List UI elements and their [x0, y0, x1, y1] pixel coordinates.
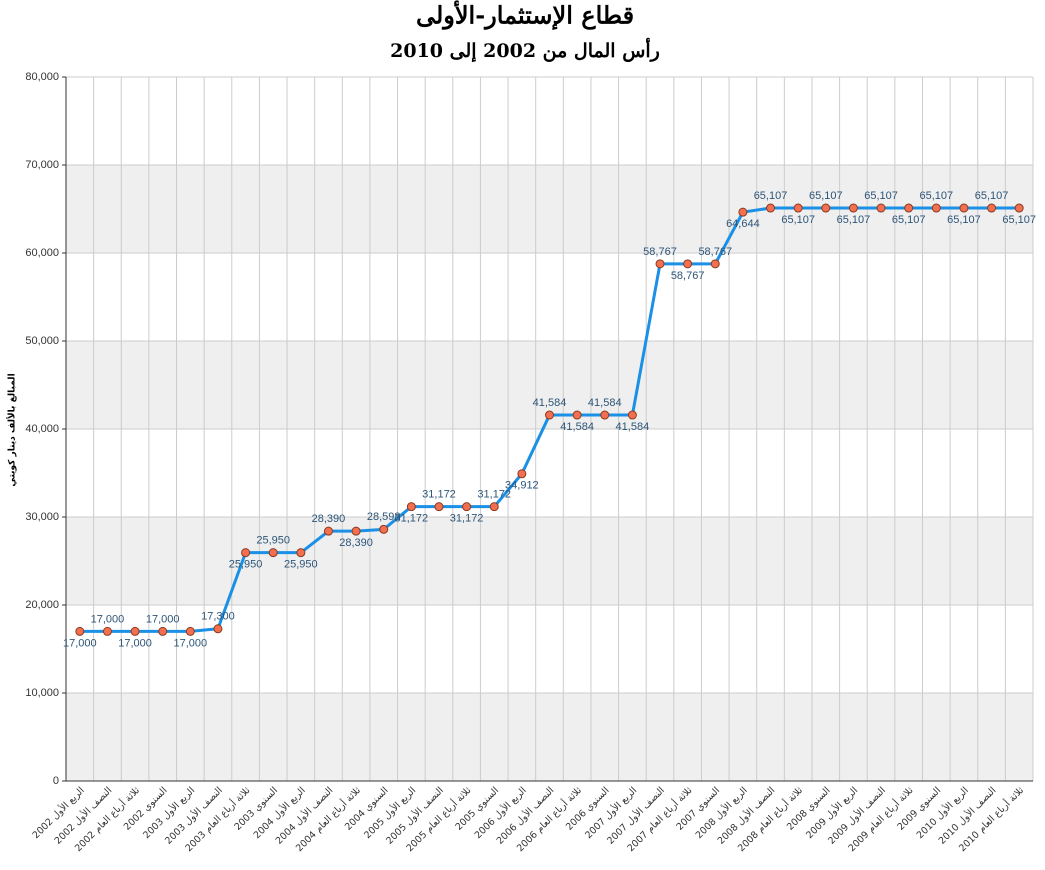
grid-band [66, 693, 1033, 781]
data-point [821, 203, 831, 213]
value-label: 28,390 [339, 537, 373, 549]
value-label: 65,107 [947, 214, 981, 226]
data-point [406, 502, 416, 512]
y-tick-label: 30,000 [25, 511, 59, 523]
y-axis-label: المبالغ بالألف دينار كويتي [6, 373, 18, 486]
value-label: 41,584 [616, 421, 650, 433]
chart-subtitle: رأس المال من 2002 إلى 2010 [390, 37, 660, 63]
y-tick-label: 60,000 [25, 247, 59, 259]
data-point [241, 548, 251, 558]
data-point [987, 203, 997, 213]
data-point [102, 626, 112, 636]
data-point [158, 626, 168, 636]
value-label: 31,172 [477, 489, 511, 501]
data-point [627, 410, 637, 420]
value-label: 65,107 [919, 190, 953, 202]
value-label: 31,172 [450, 513, 484, 525]
y-tick-label: 10,000 [25, 687, 59, 699]
data-point [876, 203, 886, 213]
value-label: 65,107 [837, 214, 871, 226]
data-point [710, 259, 720, 269]
value-label: 28,390 [312, 513, 346, 525]
value-label: 17,000 [91, 613, 125, 625]
data-point [848, 203, 858, 213]
value-label: 58,767 [643, 246, 677, 258]
value-label: 64,644 [726, 218, 760, 230]
data-point [904, 203, 914, 213]
data-point [600, 410, 610, 420]
y-tick-label: 40,000 [25, 423, 59, 435]
value-label: 25,950 [284, 559, 318, 571]
chart-title: قطاع الإستثمار-الأولى [416, 0, 634, 31]
data-point [185, 626, 195, 636]
data-point [379, 524, 389, 534]
value-label: 58,767 [671, 270, 705, 282]
data-point [766, 203, 776, 213]
value-label: 65,107 [975, 190, 1009, 202]
data-point [572, 410, 582, 420]
data-point [931, 203, 941, 213]
y-tick-label: 20,000 [25, 599, 59, 611]
data-point [323, 526, 333, 536]
value-label: 34,912 [505, 480, 539, 492]
data-point [489, 502, 499, 512]
value-label: 31,172 [422, 489, 456, 501]
data-point [351, 526, 361, 536]
y-tick-label: 0 [53, 775, 59, 787]
data-point [655, 259, 665, 269]
data-point [75, 626, 85, 636]
data-point [296, 548, 306, 558]
value-label: 58,767 [698, 246, 732, 258]
y-tick-label: 70,000 [25, 159, 59, 171]
data-point [213, 624, 223, 634]
value-label: 65,107 [754, 190, 788, 202]
value-label: 17,300 [201, 611, 235, 623]
y-tick-label: 50,000 [25, 335, 59, 347]
value-label: 65,107 [781, 214, 815, 226]
data-point [738, 207, 748, 217]
data-point [959, 203, 969, 213]
value-label: 41,584 [533, 397, 567, 409]
value-label: 31,172 [395, 513, 429, 525]
value-label: 17,000 [146, 613, 180, 625]
data-point [517, 469, 527, 479]
value-label: 28,598 [367, 511, 401, 523]
y-tick-label: 80,000 [25, 71, 59, 83]
value-label: 65,107 [1002, 214, 1036, 226]
value-label: 25,950 [256, 535, 290, 547]
data-point [683, 259, 693, 269]
data-point [545, 410, 554, 420]
data-point [268, 548, 278, 558]
data-point [434, 502, 444, 512]
value-label: 25,950 [229, 559, 263, 571]
value-label: 65,107 [809, 190, 843, 202]
value-label: 17,000 [118, 637, 152, 649]
data-point [130, 626, 140, 636]
data-point [462, 502, 472, 512]
grid-band [66, 517, 1033, 605]
value-label: 65,107 [892, 214, 926, 226]
value-label: 41,584 [560, 421, 594, 433]
value-label: 17,000 [63, 637, 97, 649]
data-point [793, 203, 803, 213]
value-label: 17,000 [174, 637, 208, 649]
value-label: 65,107 [864, 190, 898, 202]
value-label: 41,584 [588, 397, 622, 409]
data-point [1014, 203, 1024, 213]
